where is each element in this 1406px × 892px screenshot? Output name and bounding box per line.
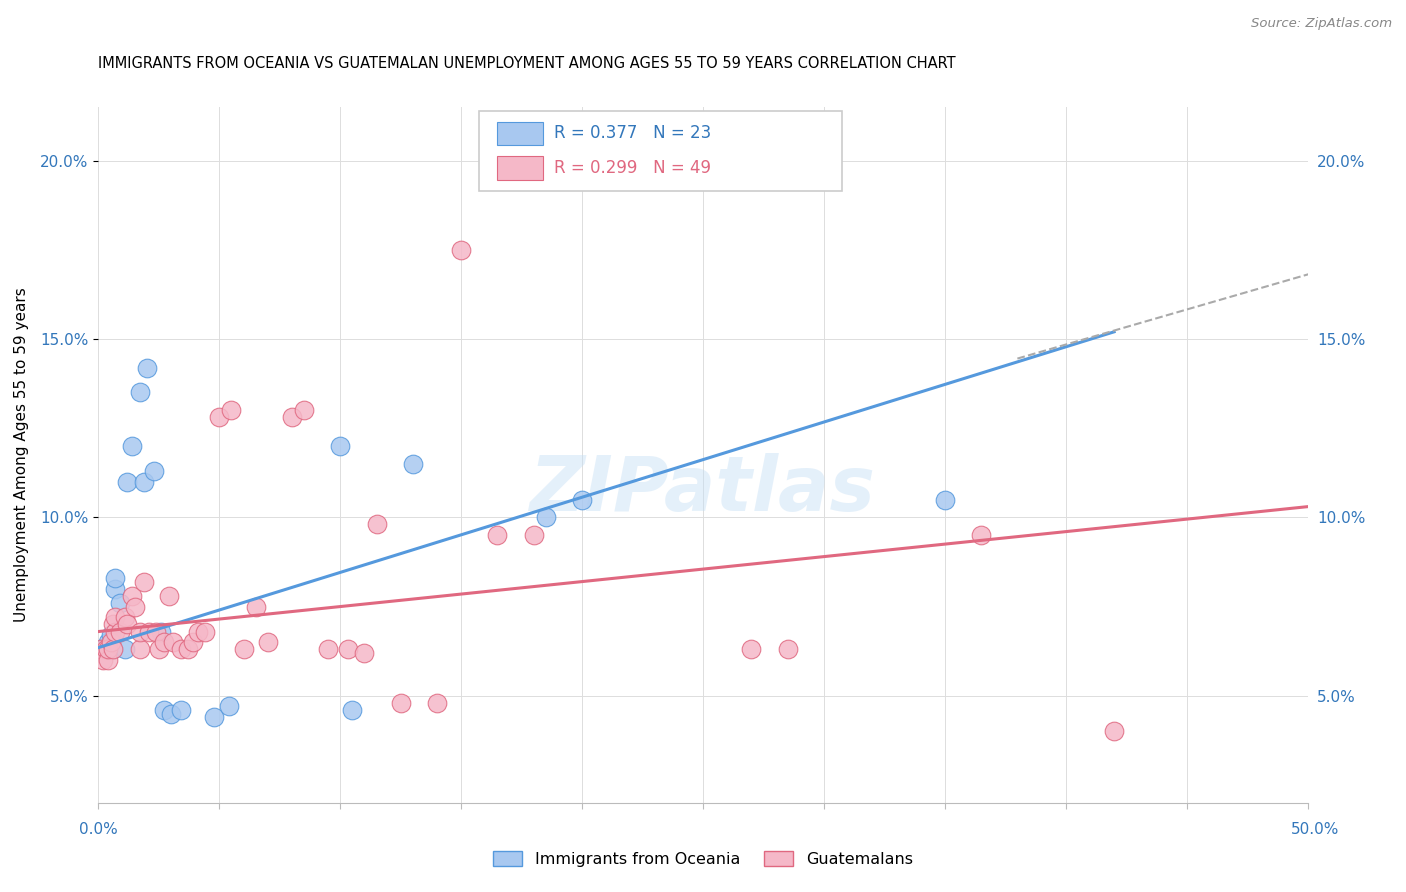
Text: R = 0.377   N = 23: R = 0.377 N = 23 [554,125,711,143]
Text: ZIPatlas: ZIPatlas [530,453,876,526]
Point [329,439,352,453]
Text: Source: ZipAtlas.com: Source: ZipAtlas.com [1251,17,1392,29]
Y-axis label: Unemployment Among Ages 55 to 59 years: Unemployment Among Ages 55 to 59 years [14,287,30,623]
Point [970,528,993,542]
Point [160,706,183,721]
Point [426,696,449,710]
Point [138,624,160,639]
Point [534,510,557,524]
Point [91,642,114,657]
Point [94,642,117,657]
Point [776,642,799,657]
Point [101,642,124,657]
Point [101,642,124,657]
Point [218,699,240,714]
Point [157,589,180,603]
Point [221,403,243,417]
Point [148,642,170,657]
Point [121,589,143,603]
Point [94,642,117,657]
Point [97,642,120,657]
Point [97,642,120,657]
Point [389,696,412,710]
Point [104,571,127,585]
Point [124,599,146,614]
Point [101,617,124,632]
Point [128,642,150,657]
Point [281,410,304,425]
Point [571,492,593,507]
Point [934,492,956,507]
Point [366,517,388,532]
Point [104,610,127,624]
Point [316,642,339,657]
FancyBboxPatch shape [498,121,543,145]
Point [128,624,150,639]
Point [245,599,267,614]
Point [100,642,122,657]
Point [194,624,217,639]
Point [208,410,231,425]
Point [169,703,191,717]
Point [177,642,200,657]
Point [104,582,127,596]
Text: IMMIGRANTS FROM OCEANIA VS GUATEMALAN UNEMPLOYMENT AMONG AGES 55 TO 59 YEARS COR: IMMIGRANTS FROM OCEANIA VS GUATEMALAN UN… [98,56,956,71]
Legend: Immigrants from Oceania, Guatemalans: Immigrants from Oceania, Guatemalans [485,844,921,875]
Point [135,360,157,375]
Point [114,610,136,624]
Point [117,617,139,632]
Point [523,528,546,542]
Point [740,642,762,657]
Point [187,624,209,639]
Point [128,385,150,400]
Point [169,642,191,657]
Point [292,403,315,417]
Point [91,653,114,667]
Point [104,624,127,639]
Point [486,528,509,542]
Text: 0.0%: 0.0% [79,822,118,837]
Point [150,624,173,639]
Point [402,457,425,471]
Point [256,635,278,649]
Point [108,624,131,639]
FancyBboxPatch shape [479,111,842,191]
FancyBboxPatch shape [498,156,543,180]
Point [152,703,174,717]
Point [181,635,204,649]
Point [232,642,254,657]
Point [100,635,122,649]
Text: R = 0.299   N = 49: R = 0.299 N = 49 [554,160,711,178]
Point [121,439,143,453]
Point [336,642,359,657]
Point [90,642,112,657]
Point [152,635,174,649]
Point [143,464,166,478]
Point [342,703,364,717]
Text: 50.0%: 50.0% [1291,822,1339,837]
Point [162,635,184,649]
Point [97,635,120,649]
Point [353,646,375,660]
Point [450,243,472,257]
Point [97,653,120,667]
Point [90,642,112,657]
Point [108,596,131,610]
Point [1102,724,1125,739]
Point [145,624,167,639]
Point [100,628,122,642]
Point [134,475,156,489]
Point [204,710,226,724]
Point [117,475,139,489]
Point [134,574,156,589]
Point [114,642,136,657]
